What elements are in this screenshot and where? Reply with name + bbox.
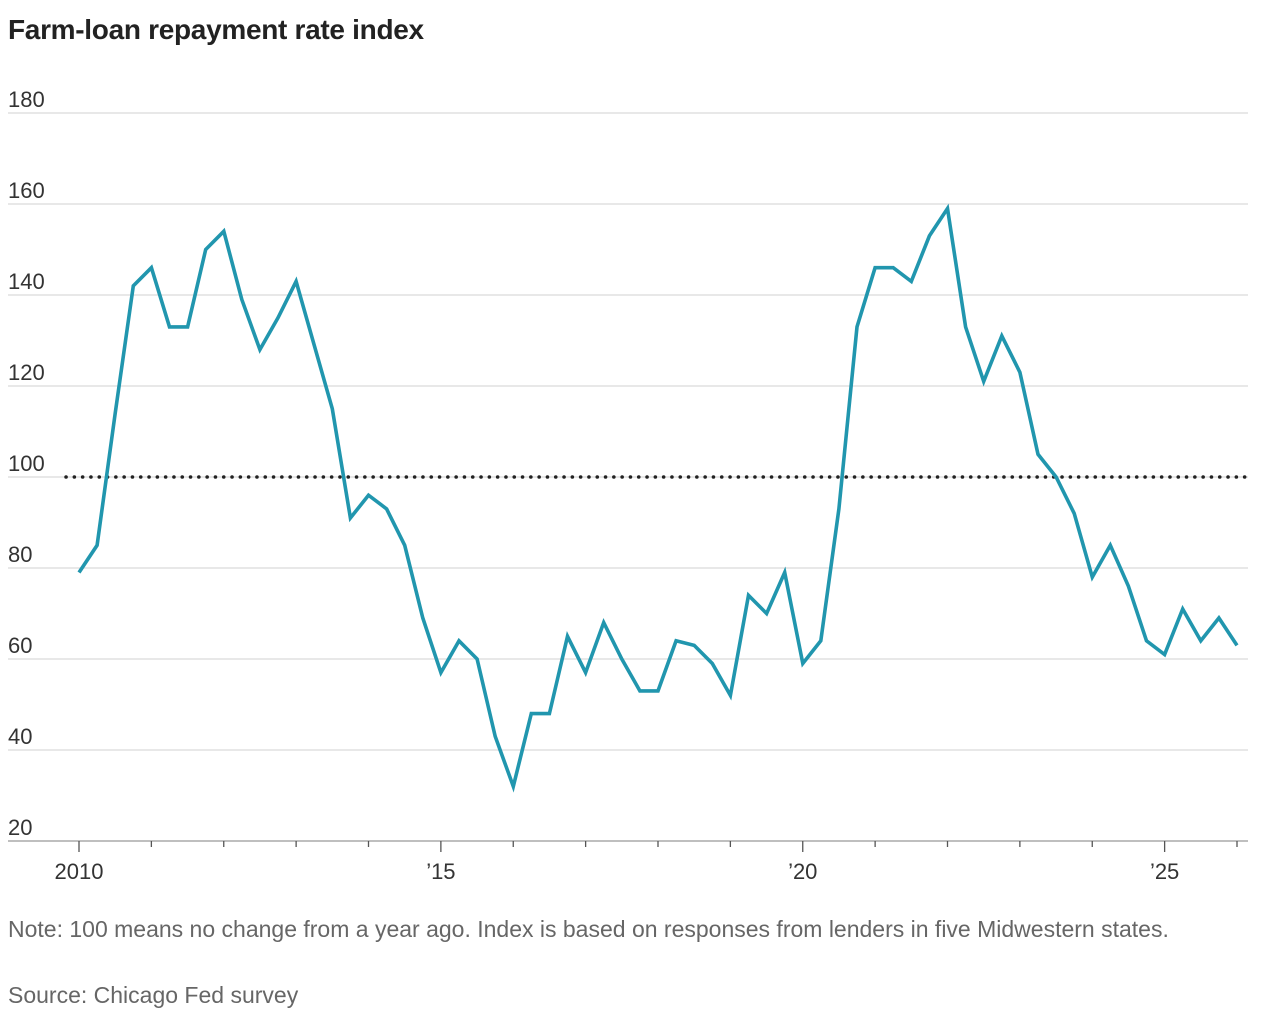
x-tick-label: ’15 bbox=[426, 859, 455, 884]
chart-title: Farm-loan repayment rate index bbox=[8, 14, 424, 45]
x-tick-label: 2010 bbox=[55, 859, 104, 884]
y-tick-label: 160 bbox=[8, 178, 45, 203]
y-tick-label: 40 bbox=[8, 724, 32, 749]
x-tick-label: ’20 bbox=[788, 859, 817, 884]
line-chart: 20 40 60 80 100 120 140 160 180 2010 ’15 ’20 ’25 bbox=[8, 87, 1248, 884]
y-tick-label: 60 bbox=[8, 633, 32, 658]
series-layer bbox=[77, 203, 1239, 793]
y-tick-label: 140 bbox=[8, 269, 45, 294]
chart-note: Note: 100 means no change from a year ag… bbox=[8, 916, 1169, 942]
chart-source: Source: Chicago Fed survey bbox=[8, 982, 299, 1008]
y-tick-label: 120 bbox=[8, 360, 45, 385]
gridlines bbox=[8, 112, 1248, 751]
y-tick-label: 80 bbox=[8, 542, 32, 567]
y-tick-label: 180 bbox=[8, 87, 45, 112]
series-line-0 bbox=[77, 203, 1239, 793]
x-axis: 2010 ’15 ’20 ’25 bbox=[8, 840, 1248, 884]
y-tick-label: 20 bbox=[8, 815, 32, 840]
y-tick-label: 100 bbox=[8, 451, 45, 476]
x-tick-label: ’25 bbox=[1150, 859, 1179, 884]
y-axis-labels: 20 40 60 80 100 120 140 160 180 bbox=[8, 87, 45, 840]
